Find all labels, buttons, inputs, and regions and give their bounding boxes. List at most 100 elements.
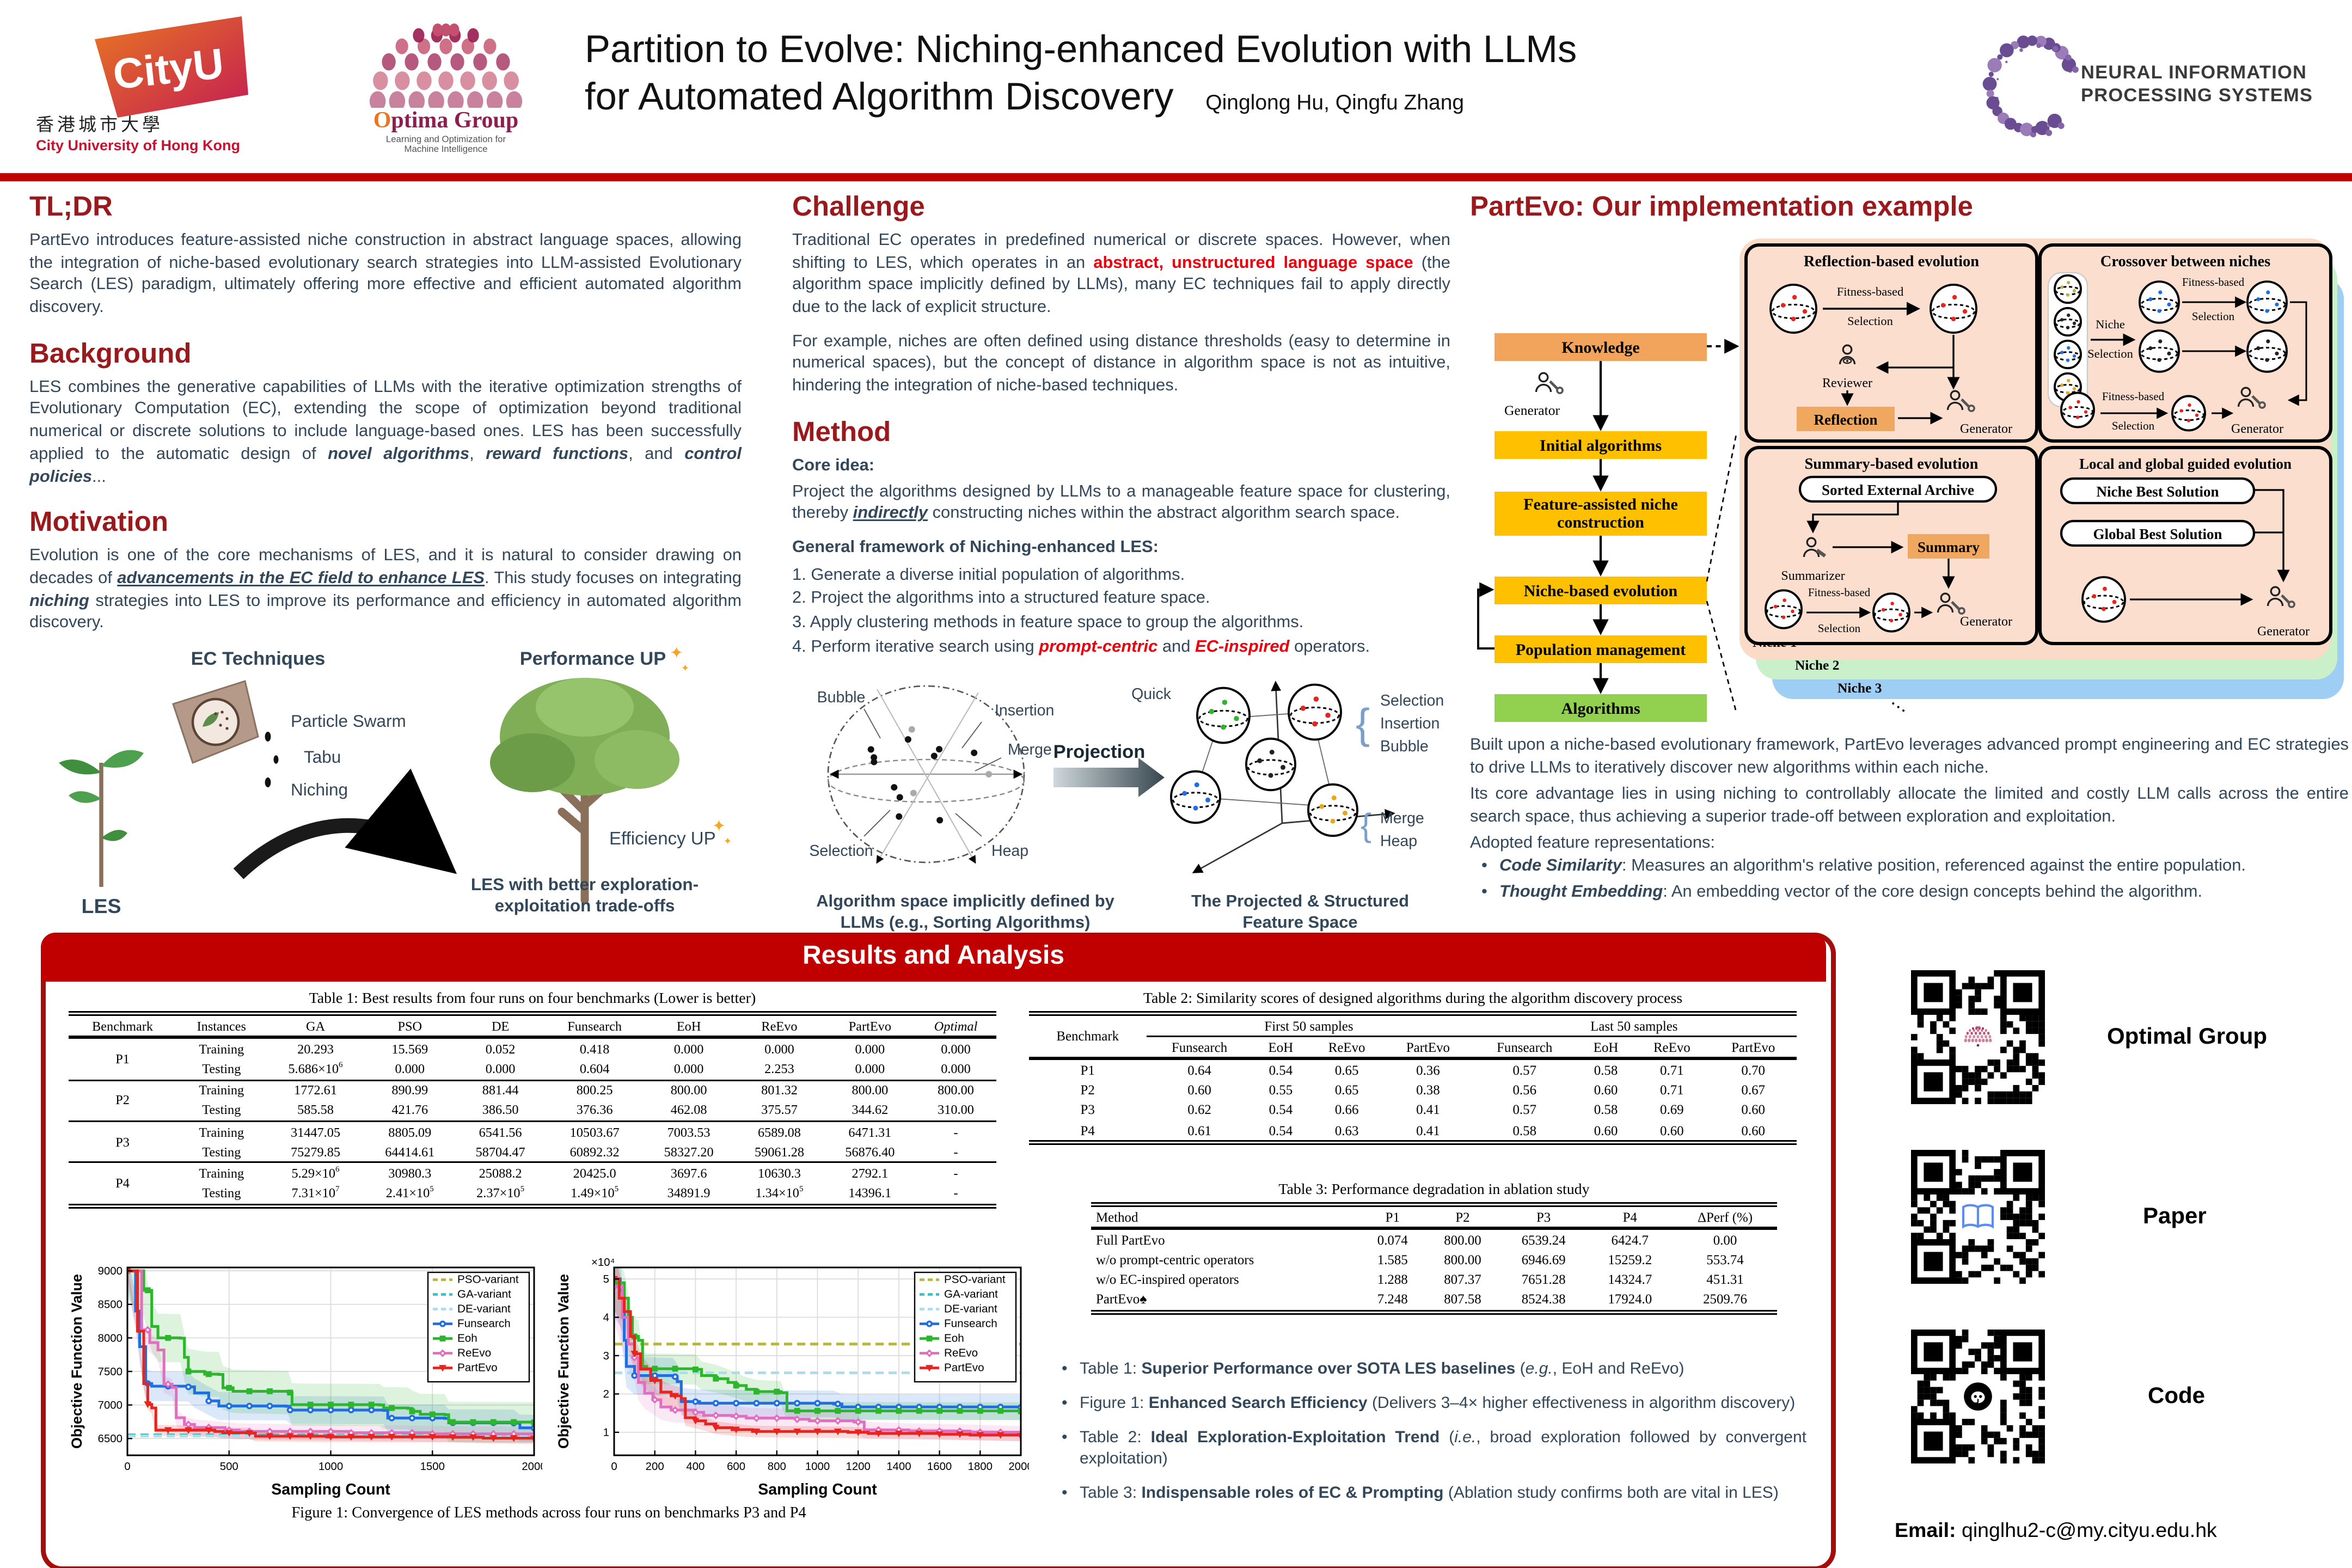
- svg-text:400: 400: [686, 1461, 705, 1473]
- sparkle-icon: ✦: [670, 644, 683, 662]
- email-address: qinglhu2-c@my.cityu.edu.hk: [1956, 1519, 2217, 1542]
- feature-item: Code Similarity: Measures an algorithm's…: [1477, 856, 2349, 878]
- svg-text:8000: 8000: [98, 1332, 122, 1344]
- framework-step: 2. Project the algorithms into a structu…: [792, 590, 1210, 608]
- generator-label: Generator: [2231, 422, 2283, 436]
- table-row: P3 Training 31447.05 8805.09 6541.56 10503.67…: [69, 1121, 996, 1149]
- sparkle-icon: ✦: [724, 836, 732, 847]
- table-row: P1 0.64 0.54 0.65 0.36 0.57 0.58 0.71 0.70: [1080, 1063, 1766, 1078]
- table-row: Full PartEvo 0.074 800.00 6539.24 6424.7 0.00: [1096, 1233, 1737, 1248]
- svg-text:7500: 7500: [98, 1366, 122, 1378]
- seed-drop-icon: [265, 731, 271, 742]
- motivation-heading: Motivation: [29, 506, 168, 538]
- core-idea-body: Project the algorithms designed by LLMs …: [792, 482, 1450, 523]
- partevo-p2: Its core advantage lies in using niching…: [1470, 786, 2349, 826]
- svg-text:1000: 1000: [318, 1461, 343, 1473]
- svg-text:ReEvo: ReEvo: [457, 1347, 491, 1359]
- svg-text:6500: 6500: [98, 1433, 122, 1445]
- selection-label: Selection: [1818, 622, 1861, 635]
- panel3-title: Summary-based evolution: [1804, 456, 1978, 473]
- cityu-en: City University of Hong Kong: [36, 137, 241, 154]
- svg-text:2000: 2000: [522, 1461, 542, 1473]
- selection-label: Selection: [2087, 347, 2133, 360]
- svg-text:Eoh: Eoh: [457, 1332, 477, 1345]
- framework-step: 3. Apply clustering methods in feature s…: [792, 614, 1304, 632]
- summary-box: Summary: [1918, 539, 1980, 555]
- framework-steps: 1. Generate a diverse initial population…: [792, 565, 1450, 659]
- algorithm-space-icon: [827, 685, 1025, 865]
- svg-text:0: 0: [124, 1461, 130, 1473]
- svg-text:Funsearch: Funsearch: [944, 1318, 997, 1330]
- table-row: P3 0.62 0.54 0.66 0.41 0.57 0.58 0.69 0.60: [1080, 1103, 1766, 1118]
- results-banner: Results and Analysis: [41, 933, 1826, 982]
- partevo-diagram: Knowledge Generator Initial algorithms F…: [1470, 238, 2349, 728]
- particle-swarm-label: Particle Swarm: [291, 711, 406, 731]
- svg-text:PSO-variant: PSO-variant: [457, 1273, 519, 1286]
- feature-niche-box-l2: construction: [1557, 513, 1644, 531]
- table3-block: Table 3: Performance degradation in abla…: [1091, 1183, 1777, 1315]
- sidebar: Optimal Group Paper: [1895, 970, 2349, 1558]
- svg-text:×10⁴: ×10⁴: [591, 1257, 615, 1269]
- sparkle-icon: ✦: [681, 663, 689, 673]
- optima-sub: Learning and Optimization for Machine Int…: [385, 136, 506, 156]
- svg-text:1800: 1800: [968, 1461, 993, 1473]
- column-middle: Challenge Traditional EC operates in pre…: [792, 193, 1450, 936]
- svg-text:Objective Function Value: Objective Function Value: [69, 1274, 85, 1449]
- svg-text:1000: 1000: [805, 1461, 830, 1473]
- table2-block: Table 2: Similarity scores of designed a…: [1029, 991, 1797, 1146]
- niche-best-pill: Niche Best Solution: [2096, 483, 2219, 500]
- tldr-heading: TL;DR: [29, 191, 113, 222]
- panel2-title: Crossover between niches: [2100, 253, 2270, 270]
- result-bullet: Table 3: Indispensable roles of EC & Pro…: [1058, 1483, 1806, 1504]
- table1-block: Table 1: Best results from four runs on …: [69, 991, 996, 1209]
- method-caption-right: The Projected & Structured Feature Space: [1191, 893, 1409, 933]
- table-row: w/o EC-inspired operators 1.288 807.37 7651…: [1096, 1272, 1744, 1288]
- table-row: P2 0.60 0.55 0.65 0.38 0.56 0.60 0.71 0.67: [1080, 1083, 1766, 1098]
- panel4-title: Local and global guided evolution: [2079, 456, 2292, 472]
- result-bullet: Table 1: Superior Performance over SOTA …: [1058, 1359, 1806, 1380]
- tabu-label: Tabu: [304, 747, 341, 767]
- niche3-label: Niche 3: [1837, 679, 1882, 696]
- figure-caption-1: LES with better exploration-: [471, 874, 699, 894]
- selection-label: Selection: [809, 843, 873, 860]
- authors: Qinglong Hu, Qingfu Zhang: [1205, 90, 1465, 115]
- svg-text:Sampling Count: Sampling Count: [271, 1481, 390, 1498]
- rb-merge-label: Merge: [1380, 810, 1424, 828]
- heap-label: Heap: [991, 843, 1028, 860]
- projection-arrow-icon: [1054, 758, 1165, 798]
- fitness-label: Fitness-based: [1808, 586, 1871, 599]
- header-divider: [0, 173, 2352, 181]
- partevo-flowchart: Knowledge Generator Initial algorithms F…: [1477, 333, 1739, 722]
- panel-summary: Summary-based evolution Sorted External …: [1744, 446, 2038, 645]
- motivation-figure: EC Techniques Performance UP ✦ ✦ Particl…: [59, 644, 732, 917]
- method-caption-left: Algorithm space implicitly defined by LL…: [816, 893, 1114, 933]
- table-row: Testing 5.686×106 0.000 0.000 0.604 0.000 2.25…: [202, 1061, 971, 1076]
- motivation-body: Evolution is one of the core mechanisms …: [29, 547, 742, 633]
- global-best-pill: Global Best Solution: [2093, 526, 2222, 542]
- svg-text:Funsearch: Funsearch: [457, 1318, 511, 1330]
- fitness-label: Fitness-based: [2182, 275, 2245, 289]
- brace-icon: {: [1356, 700, 1370, 748]
- archive-pill: Sorted External Archive: [1822, 482, 1974, 498]
- seed-drop-icon: [265, 777, 271, 787]
- svg-text:600: 600: [727, 1461, 745, 1473]
- merge-label: Merge: [1008, 742, 1052, 759]
- table2: Benchmark First 50 samples Last 50 samples…: [1029, 1011, 1797, 1146]
- table-row: P4 0.61 0.54 0.63 0.41 0.58 0.60 0.60 0.60: [1080, 1123, 1766, 1138]
- framework-step: 1. Generate a diverse initial population…: [792, 566, 1185, 584]
- generator-label: Generator: [1960, 615, 2012, 629]
- features-label: Adopted feature representations:: [1470, 835, 1715, 853]
- reviewer-icon: [1839, 344, 1856, 365]
- table-row: P1 Training 20.293 15.569 0.052 0.418 0.000 0.0…: [115, 1042, 971, 1067]
- selection-label: Selection: [1847, 314, 1893, 328]
- svg-text:8500: 8500: [98, 1299, 122, 1311]
- niche-label: Niche: [2096, 317, 2125, 331]
- cityu-cn: 香港城市大學: [36, 116, 163, 136]
- seed-bag-icon: [172, 679, 259, 764]
- optima-logo: Optima Group Learning and Optimization f…: [340, 7, 552, 170]
- qr-optimal-label: Optimal Group: [2107, 1022, 2267, 1049]
- initial-algorithms-box: Initial algorithms: [1540, 437, 1662, 455]
- svg-text:0: 0: [611, 1461, 617, 1473]
- svg-text:1: 1: [603, 1427, 609, 1439]
- projection-label: Projection: [1054, 742, 1146, 763]
